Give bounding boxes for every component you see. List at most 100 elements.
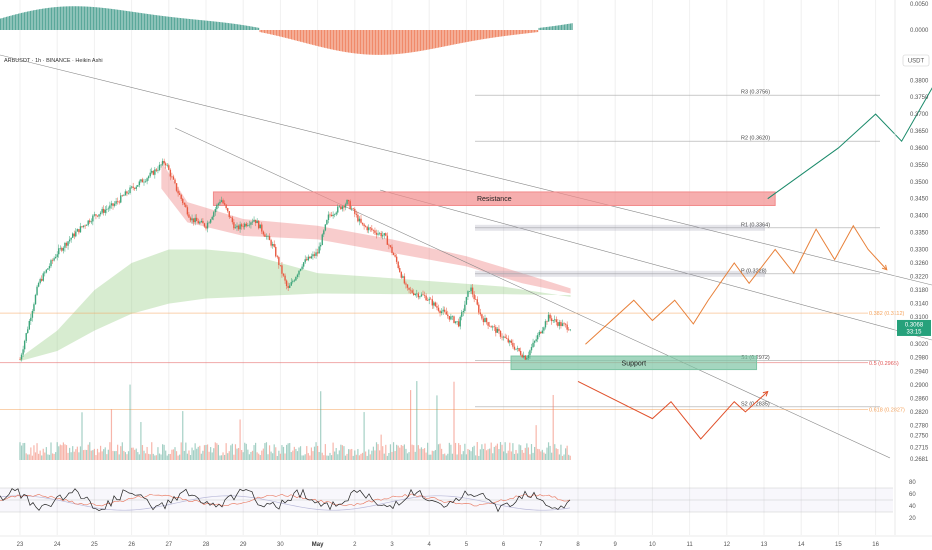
oscillator-bar xyxy=(274,30,276,36)
volume-bar xyxy=(475,455,477,460)
oscillator-bar xyxy=(285,30,287,38)
candle-body xyxy=(279,265,282,266)
volume-bar xyxy=(42,448,44,460)
volume-bar xyxy=(375,442,378,460)
volume-bar xyxy=(329,452,331,460)
volume-bar xyxy=(155,455,157,460)
candle-body xyxy=(194,217,196,223)
volume-bar xyxy=(541,449,543,460)
candle-body xyxy=(397,261,399,268)
volume-bar xyxy=(558,454,560,460)
candle-body xyxy=(107,208,110,210)
oscillator-bar xyxy=(444,30,446,47)
price-tick-label: 0.3400 xyxy=(910,214,929,220)
oscillator-bar xyxy=(292,30,294,40)
candle-body xyxy=(349,201,351,210)
volume-bar xyxy=(312,451,314,460)
oscillator-bar xyxy=(540,27,542,30)
candle-body xyxy=(68,239,71,242)
oscillator-bar xyxy=(552,26,554,30)
oscillator-bar xyxy=(450,30,452,46)
oscillator-bar xyxy=(460,30,462,44)
candle-body xyxy=(109,205,111,209)
volume-bar xyxy=(87,444,89,460)
volume-bar xyxy=(391,451,393,460)
candle-body xyxy=(324,224,327,231)
oscillator-bar xyxy=(475,30,477,41)
candle-body xyxy=(547,314,550,322)
candle-body xyxy=(426,300,429,301)
volume-bar xyxy=(47,454,49,460)
oscillator-bar xyxy=(447,30,449,46)
volume-bar xyxy=(168,453,170,460)
candle-body xyxy=(369,227,371,229)
oscillator-bar xyxy=(256,27,258,30)
volume-bar xyxy=(445,455,447,460)
volume-bar xyxy=(137,452,139,460)
oscillator-bar xyxy=(45,8,47,31)
volume-bar xyxy=(394,451,396,460)
volume-bar xyxy=(151,442,153,460)
volume-bar xyxy=(492,453,494,460)
volume-bar xyxy=(208,451,210,460)
oscillator-bar xyxy=(207,20,209,30)
volume-bar xyxy=(442,454,444,460)
oscillator-bar xyxy=(495,30,497,38)
candle-body xyxy=(327,214,330,221)
candle-body xyxy=(44,272,46,274)
oscillator-bar xyxy=(486,30,488,39)
volume-bar xyxy=(535,425,537,460)
time-tick-label: 3 xyxy=(390,542,394,548)
volume-bar xyxy=(237,447,240,460)
candle-body xyxy=(132,186,134,188)
oscillator-bar xyxy=(469,30,471,42)
oscillator-bar xyxy=(190,19,192,30)
candle-body xyxy=(217,203,220,205)
volume-bar xyxy=(241,450,243,460)
price-axis[interactable]: 0.3800 0.3750 0.3700 0.3650 0.3600 0.3550 0.35… xyxy=(894,0,929,535)
candle-body xyxy=(464,304,466,311)
oscillator-bar xyxy=(327,30,329,49)
oscillator-bar xyxy=(172,17,174,30)
candle-body xyxy=(546,321,548,322)
oscillator-bar xyxy=(252,26,254,30)
candle-body xyxy=(368,227,370,231)
volume-bar xyxy=(81,412,83,460)
volume-bar xyxy=(417,445,419,460)
volume-bar xyxy=(104,447,106,460)
volume-bar xyxy=(284,453,286,460)
volume-bar xyxy=(298,447,300,460)
oscillator-bar xyxy=(271,30,273,35)
oscillator-bar xyxy=(57,6,59,30)
volume-bar xyxy=(62,442,64,460)
candle-body xyxy=(256,220,258,224)
volume-bar xyxy=(276,455,278,460)
oscillator-bar xyxy=(324,30,326,48)
candle-body xyxy=(363,224,365,227)
oscillator-bar xyxy=(355,30,357,54)
oscillator-bar xyxy=(162,15,164,30)
candle-body xyxy=(70,237,72,240)
oscillator-bar xyxy=(424,30,426,51)
oscillator-bar xyxy=(135,12,137,30)
oscillator-bar xyxy=(253,26,255,30)
oscillator-bar xyxy=(39,9,41,30)
time-axis[interactable]: 23 24 25 26 27 28 29 30 May 2 3 4 5 6 7 8 9 10 11 12 13 14 15 1… xyxy=(0,535,932,548)
candle-body xyxy=(510,340,513,343)
oscillator-bar xyxy=(478,30,480,40)
volume-bar xyxy=(343,446,345,460)
oscillator-bar xyxy=(433,30,435,49)
candle-body xyxy=(386,235,389,245)
projections xyxy=(577,87,932,440)
volume-bar xyxy=(96,448,99,460)
candle-body xyxy=(202,220,204,224)
volume-bar xyxy=(459,444,461,460)
volume-bar xyxy=(464,443,466,460)
volume-bar xyxy=(448,442,450,460)
candle-body xyxy=(22,349,24,355)
volume-bar xyxy=(503,451,505,460)
unit-label: USDT xyxy=(908,59,925,65)
price-tick-label: 0.2681 xyxy=(910,457,929,463)
price-tick-label: 0.3700 xyxy=(910,112,929,118)
